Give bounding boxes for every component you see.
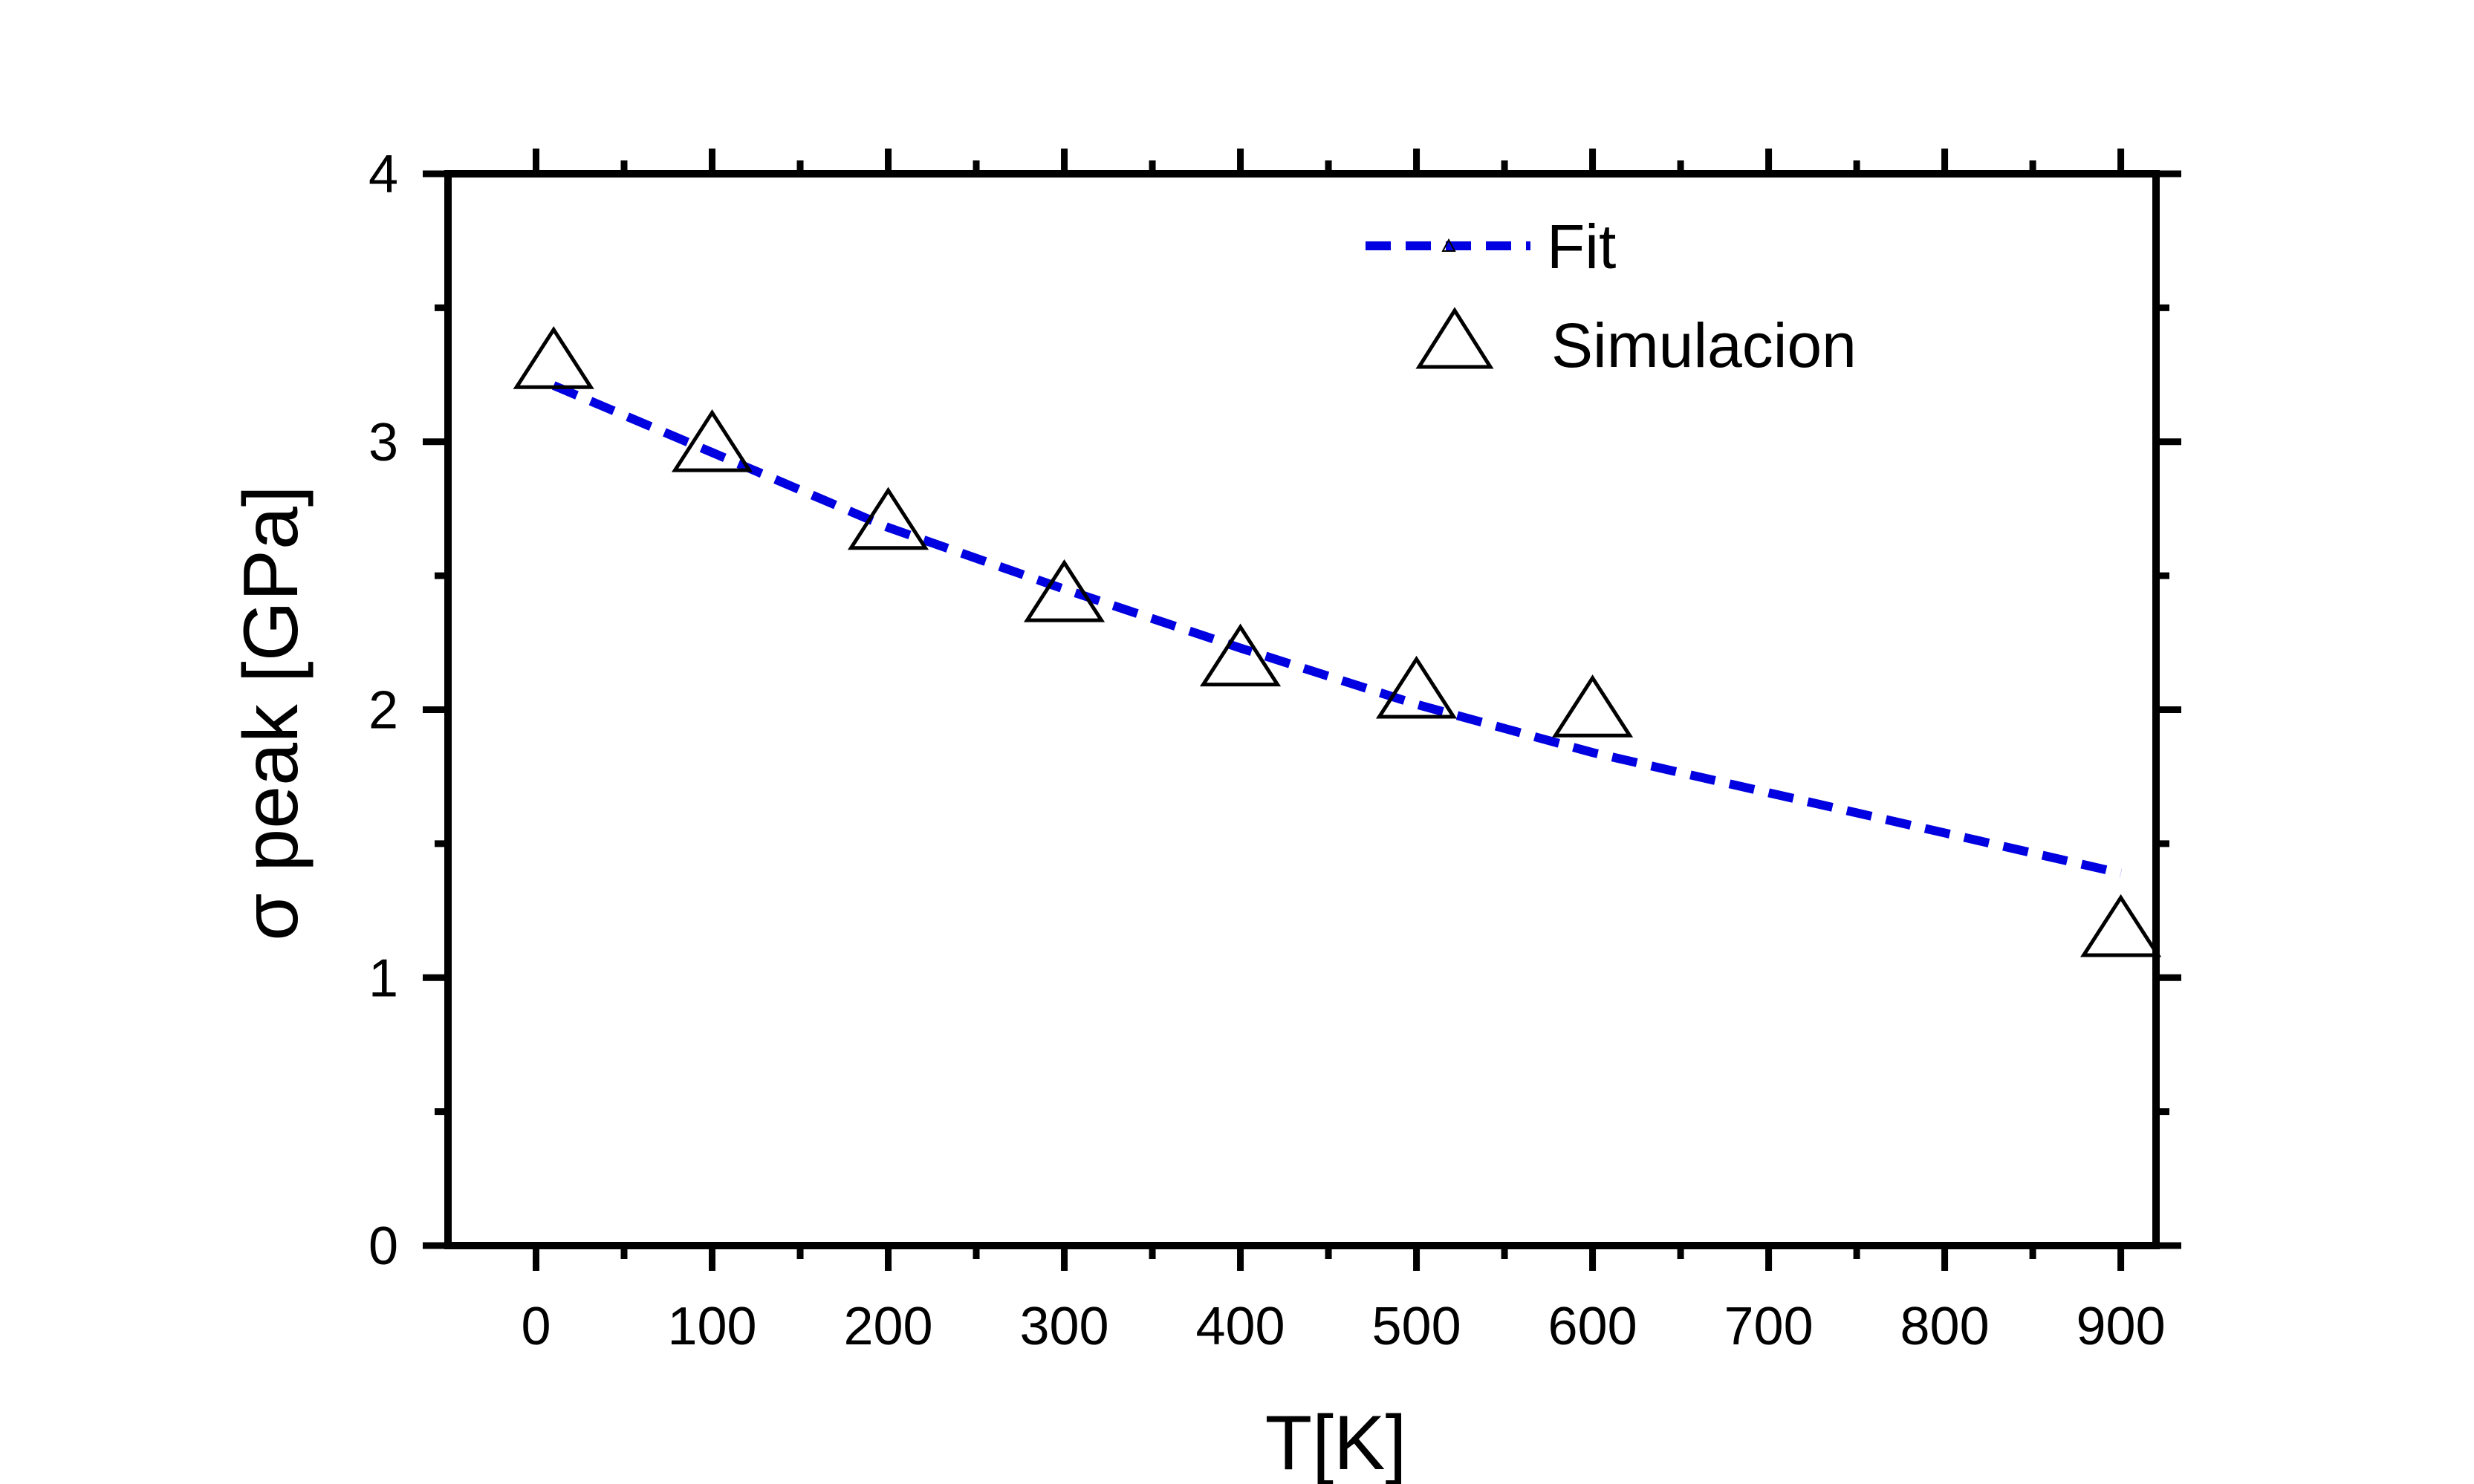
y-tick-label: 4 <box>368 145 398 204</box>
x-tick-label: 700 <box>1724 1297 1814 1356</box>
y-tick-label: 0 <box>368 1217 398 1276</box>
y-tick-label: 1 <box>368 948 398 1008</box>
x-tick-label: 900 <box>2077 1297 2166 1356</box>
plot-frame <box>444 170 2160 1249</box>
simulacion-point <box>2080 894 2162 957</box>
legend-fit-label: Fit <box>1547 212 1616 281</box>
x-axis-title: T[K] <box>1265 1400 1407 1484</box>
y-tick-label: 3 <box>368 413 398 472</box>
simulacion-point <box>1199 623 1282 687</box>
x-tick-label: 800 <box>1900 1297 1990 1356</box>
simulacion-point <box>1551 674 1634 738</box>
y-tick-label: 2 <box>368 681 398 741</box>
y-axis-title: σ peak [GPa] <box>228 485 314 940</box>
legend-fit-triangle-icon <box>1441 238 1456 252</box>
x-tick-label: 0 <box>521 1297 551 1356</box>
x-tick-label: 500 <box>1371 1297 1461 1356</box>
legend-simulacion-triangle-icon <box>1415 307 1494 369</box>
simulacion-point <box>847 486 929 550</box>
x-tick-label: 600 <box>1548 1297 1637 1356</box>
y-tick-labels: 0 1 2 3 4 <box>368 145 398 1276</box>
fit-series <box>551 381 2122 878</box>
simulacion-series <box>513 326 2162 957</box>
x-tick-label: 200 <box>843 1297 932 1356</box>
x-tick-label: 400 <box>1195 1297 1285 1356</box>
x-tick-label: 100 <box>667 1297 756 1356</box>
x-tick-label: 300 <box>1019 1297 1108 1356</box>
simulacion-point <box>1023 559 1105 622</box>
simulacion-point <box>1375 655 1458 719</box>
legend: Fit Simulacion <box>1366 212 1857 380</box>
x-tick-labels: 0 100 200 300 400 500 600 700 800 900 <box>521 1297 2165 1356</box>
legend-simulacion-label: Simulacion <box>1551 310 1857 380</box>
axis-ticks <box>423 149 2181 1271</box>
fit-line <box>551 381 2122 878</box>
simulacion-point <box>513 326 594 389</box>
simulacion-point <box>671 409 753 472</box>
